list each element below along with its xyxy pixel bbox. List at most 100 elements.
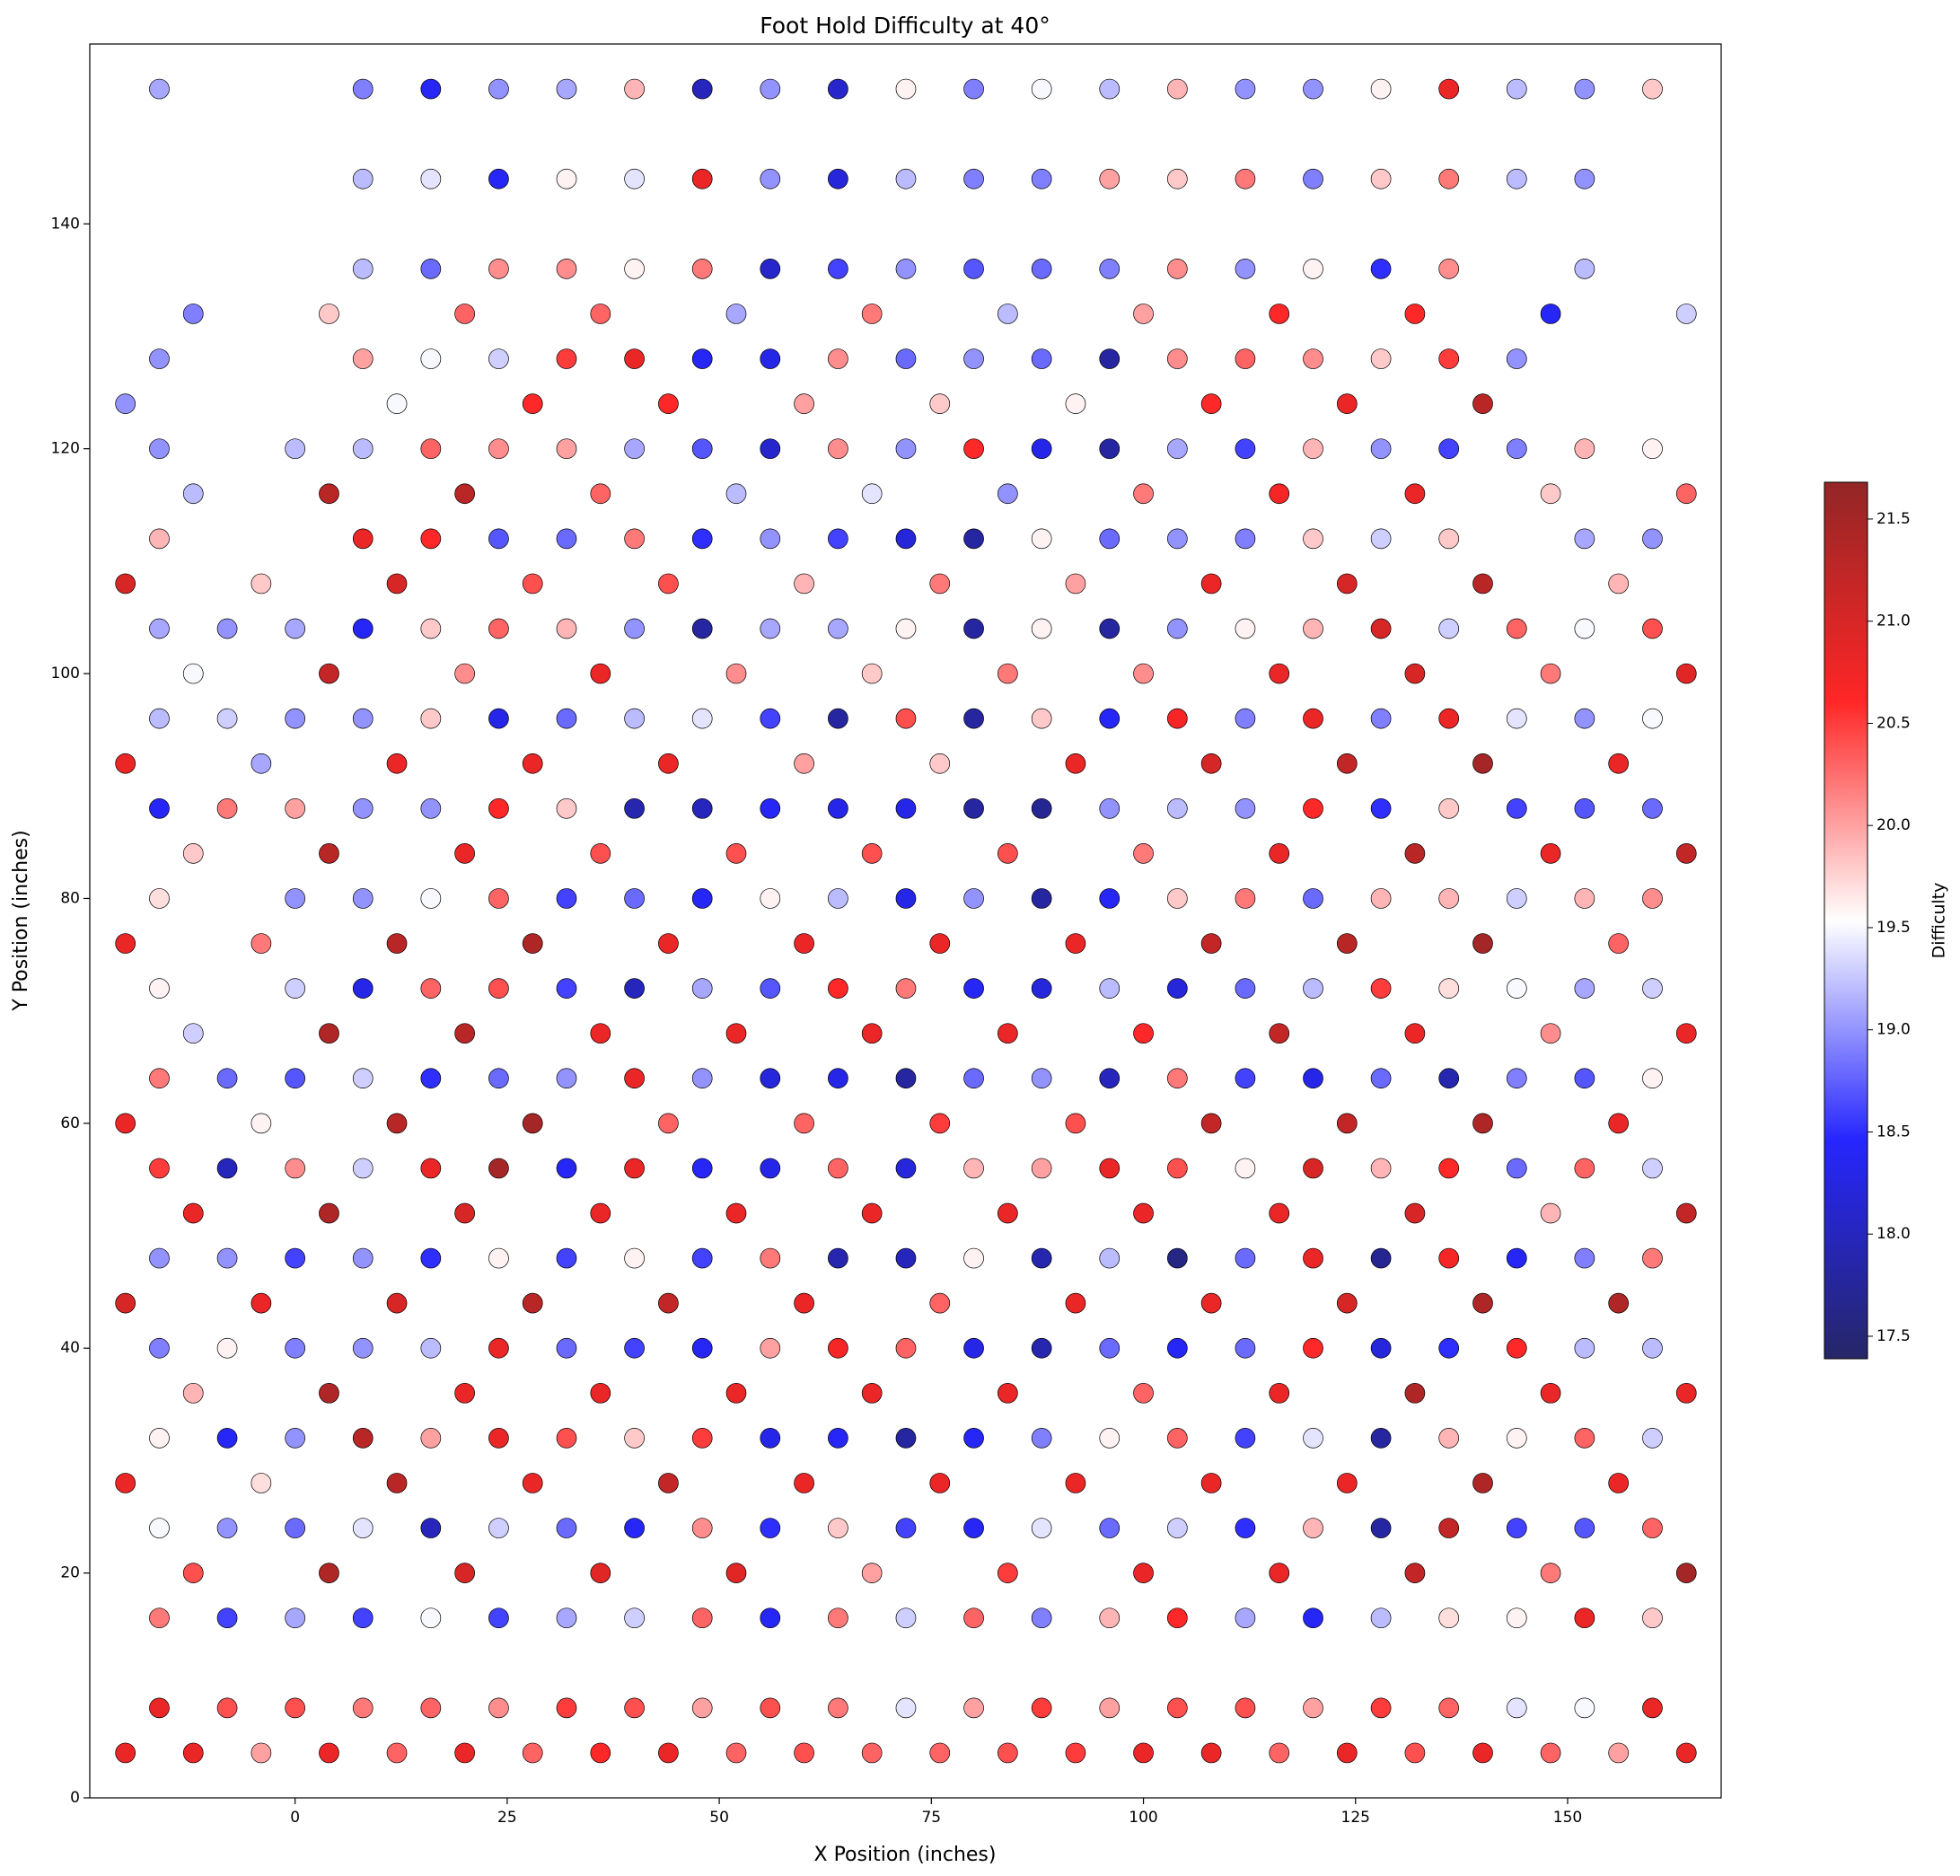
point [1370,78,1392,100]
point [1099,1068,1121,1089]
point [352,888,374,909]
point [1404,843,1426,864]
point [420,438,442,460]
point [828,888,848,909]
point [556,1428,577,1449]
point [352,708,374,729]
point [691,1068,713,1089]
point [1574,1428,1595,1449]
point [420,259,442,279]
point [285,1158,306,1179]
point [488,1607,509,1629]
point [1404,1563,1426,1583]
point [522,933,543,954]
point [1303,438,1323,460]
point [658,1742,679,1764]
point [1574,708,1595,729]
point [624,438,645,460]
point [352,259,374,279]
point [319,1563,339,1583]
point [115,1292,136,1314]
y-tick-label: 120 [51,440,80,458]
point [1235,1337,1256,1359]
point [285,438,306,460]
point [1303,78,1323,100]
point [1303,1158,1323,1179]
y-axis-label: Y Position (inches) [10,830,32,1011]
point [1133,1382,1154,1404]
colorbar [1824,481,1868,1360]
point [794,1292,814,1314]
point [420,1158,442,1179]
point [1303,1337,1323,1359]
point [1031,618,1052,639]
point [1200,1292,1222,1314]
point [998,1023,1018,1044]
y-tick-label: 0 [70,1789,80,1807]
point [216,708,238,729]
point [691,348,713,369]
point [454,1023,475,1044]
point [963,888,984,909]
point [1235,1697,1256,1719]
point [828,528,848,550]
point [352,1607,374,1629]
point [285,708,306,729]
point [182,843,204,864]
point [1438,78,1460,100]
point [828,1518,848,1538]
point [182,483,204,505]
point [352,168,374,189]
point [115,573,136,595]
point [1506,797,1527,819]
point [861,1023,883,1044]
point [1574,1607,1595,1629]
point [624,168,645,189]
point [1065,393,1086,414]
point [828,618,848,639]
point [895,618,917,639]
point [624,1607,645,1629]
point [1133,304,1154,324]
point [691,888,713,909]
point [895,348,917,369]
point [216,1518,238,1538]
x-tick-label: 50 [709,1809,729,1827]
point [1404,1742,1426,1764]
point [1540,843,1561,864]
point [556,888,577,909]
point [1235,618,1256,639]
point [1642,888,1663,909]
point [1404,483,1426,505]
point [1438,797,1460,819]
point [861,843,883,864]
point [1166,438,1188,460]
point [149,348,170,369]
point [1574,78,1595,100]
point [998,1202,1018,1224]
point [1166,168,1188,189]
point [963,1337,984,1359]
point [691,618,713,639]
point [115,1473,136,1493]
point [895,797,917,819]
point [929,1113,951,1134]
point [1269,1202,1290,1224]
point [1675,663,1697,684]
point [760,438,781,460]
point [691,1337,713,1359]
point [895,528,917,550]
point [1031,1607,1052,1629]
point [115,753,136,774]
point [1574,978,1595,999]
point [1235,528,1256,550]
point [1370,888,1392,909]
point [1506,78,1527,100]
point [1133,483,1154,505]
point [1540,1742,1561,1764]
point [861,304,883,324]
point [115,1742,136,1764]
point [1608,1113,1630,1134]
point [420,1518,442,1538]
